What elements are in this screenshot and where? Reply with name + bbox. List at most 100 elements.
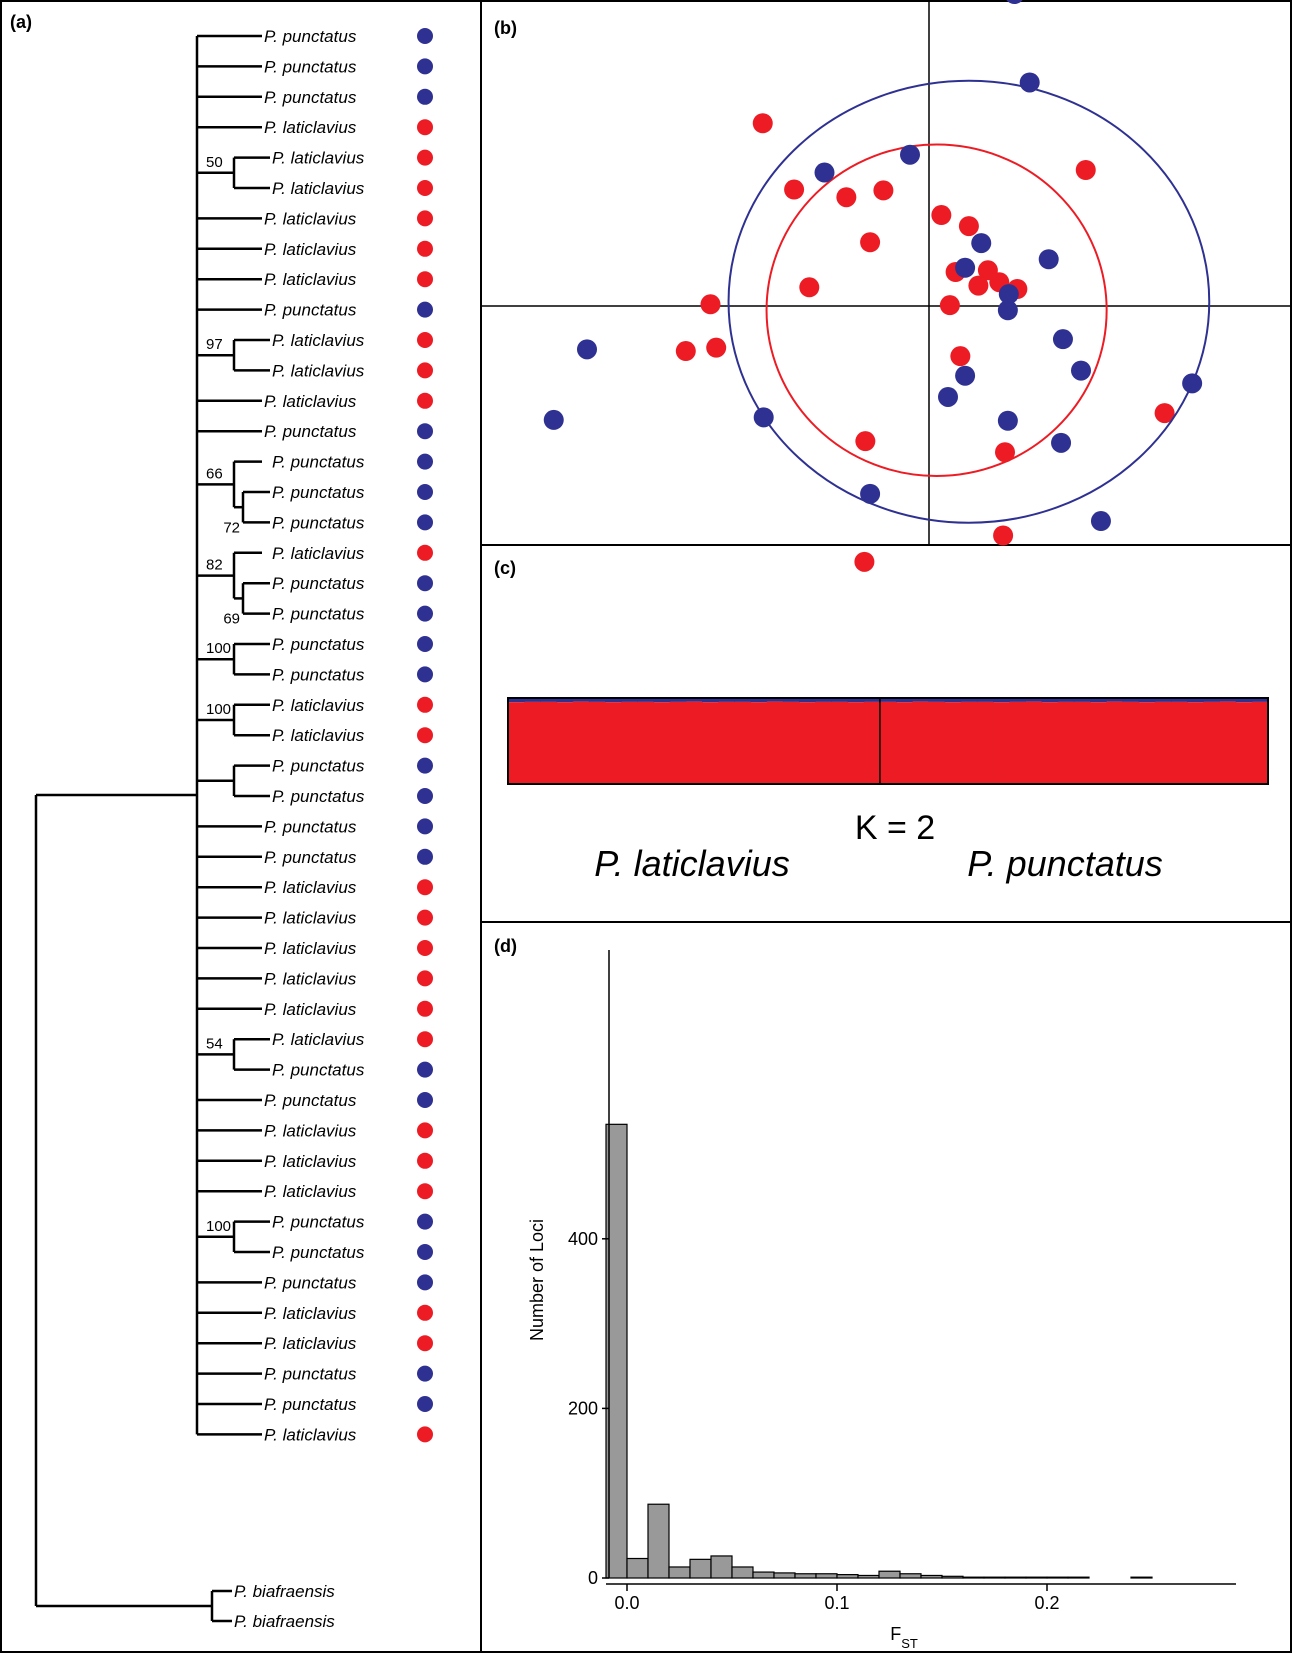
histogram-bar [710, 1555, 733, 1579]
structure-k-label: K = 2 [855, 809, 935, 847]
pca-point-punctatus [1006, 0, 1023, 5]
pca-point-laticlavius [995, 442, 1015, 463]
structure-bar-segment-punctatus [1138, 698, 1156, 703]
structure-bar-segment-laticlavius [831, 701, 849, 784]
structure-bar-segment-punctatus [685, 698, 703, 702]
structure-bar-segment-punctatus [1057, 698, 1075, 702]
structure-bar-segment-laticlavius [976, 701, 994, 784]
taxon-group-dot [417, 28, 433, 44]
taxon-group-dot [417, 1000, 433, 1017]
taxon-group-dot [417, 240, 433, 257]
structure-bar-segment-punctatus [524, 698, 541, 702]
bootstrap-label: 100 [206, 701, 231, 718]
structure-bar-segment-punctatus [1154, 698, 1172, 702]
pca-point-punctatus [955, 257, 976, 278]
structure-bar-segment-punctatus [993, 698, 1010, 703]
structure-bar-segment-punctatus [605, 698, 622, 703]
pca-point-laticlavius [1075, 160, 1096, 180]
structure-bar-segment-laticlavius [1025, 701, 1043, 784]
histogram-bar [752, 1571, 775, 1579]
pca-point-laticlavius [939, 295, 960, 316]
histogram-x-axis-title-subscript: ST [901, 1636, 918, 1651]
taxon-label: P. punctatus [272, 787, 365, 806]
structure-bar-segment-laticlavius [653, 702, 671, 784]
structure-bar-segment-punctatus [1187, 698, 1204, 703]
histogram-x-axis-title: FST [890, 1624, 918, 1651]
taxon-group-dot [417, 1213, 433, 1230]
taxon-label: P. punctatus [264, 88, 357, 107]
structure-bar-segment-punctatus [847, 698, 865, 703]
fst-histogram: Number of Loci FST 0 200 400 0.0 0.1 0.2 [527, 950, 1236, 1651]
taxon-group-dot [417, 970, 433, 987]
structure-bar-segment-laticlavius [1251, 701, 1269, 784]
histogram-y-tick-label: 400 [568, 1229, 598, 1249]
taxon-group-dot [417, 1274, 433, 1291]
pca-point-laticlavius [968, 275, 989, 296]
structure-bar-segment-laticlavius [718, 701, 735, 784]
histogram-bar [857, 1574, 880, 1579]
taxon-group-dot [417, 1426, 433, 1443]
structure-bar-segment-punctatus [782, 698, 800, 702]
taxon-group-dot [417, 149, 433, 166]
pca-scatter-plot [482, 0, 1290, 572]
taxon-group-dot [417, 848, 433, 865]
taxon-label: P. punctatus [272, 1213, 365, 1232]
taxon-label: P. laticlavius [264, 1182, 357, 1201]
taxon-group-dot [417, 818, 433, 835]
structure-bar-segment-punctatus [863, 698, 881, 702]
taxon-label: P. punctatus [264, 1091, 357, 1110]
structure-bar-segment-punctatus [1122, 698, 1140, 702]
structure-bar-segment-punctatus [718, 698, 735, 702]
pca-ellipse-punctatus [727, 79, 1211, 524]
outgroup-label: P. biafraensis [234, 1582, 335, 1601]
taxon-group-dot [417, 1092, 433, 1108]
bootstrap-label: 82 [206, 557, 223, 574]
structure-group-label-punctatus: P. punctatus [967, 843, 1163, 884]
taxon-group-dot [417, 88, 433, 105]
structure-bar-segment-laticlavius [1122, 701, 1140, 784]
structure-bar-segment-laticlavius [815, 701, 833, 784]
structure-bar-segment-punctatus [669, 698, 687, 702]
histogram-y-tick-label: 200 [568, 1398, 598, 1418]
bootstrap-label: 100 [206, 1218, 231, 1235]
structure-bar-segment-laticlavius [605, 702, 622, 784]
structure-bar-segment-punctatus [750, 698, 768, 703]
taxon-group-dot [417, 666, 433, 683]
taxon-group-dot [417, 544, 433, 561]
structure-bar-segment-punctatus [831, 698, 849, 702]
bootstrap-label: 100 [206, 640, 231, 657]
pca-point-punctatus [938, 386, 958, 407]
structure-bar-segment-laticlavius [1090, 702, 1107, 784]
taxon-label: P. laticlavius [264, 909, 357, 928]
structure-bar-segment-punctatus [928, 698, 946, 702]
taxon-group-dot [417, 757, 433, 774]
taxon-group-dot [417, 180, 433, 196]
taxon-label: P. punctatus [272, 513, 365, 532]
histogram-bar [1025, 1576, 1048, 1579]
pca-point-laticlavius [958, 216, 979, 237]
structure-group-label-laticlavius: P. laticlavius [594, 843, 789, 884]
taxon-label: P. laticlavius [264, 939, 357, 958]
taxon-group-dot [417, 423, 433, 440]
pca-point-punctatus [900, 144, 920, 165]
taxon-group-dot [417, 1031, 433, 1048]
pca-point-laticlavius [854, 551, 875, 572]
taxon-label: P. punctatus [272, 757, 365, 776]
taxon-group-dot [417, 696, 433, 713]
pca-point-laticlavius [855, 431, 876, 452]
taxon-label: P. punctatus [264, 1395, 357, 1414]
structure-bar-segment-punctatus [799, 698, 816, 703]
taxon-group-dot [417, 210, 433, 227]
pca-point-punctatus [997, 300, 1018, 321]
structure-bar-segment-laticlavius [928, 701, 946, 784]
taxon-label: P. punctatus [264, 1365, 357, 1384]
structure-bar-segment-laticlavius [1009, 701, 1027, 784]
pca-point-punctatus [543, 409, 564, 430]
taxon-group-dot [417, 1152, 433, 1169]
histogram-bar [878, 1570, 901, 1579]
bootstrap-label: 69 [223, 611, 240, 628]
structure-bar-segment-punctatus [588, 698, 606, 702]
structure-bar-segment-punctatus [734, 698, 752, 702]
taxon-label: P. laticlavius [264, 1152, 357, 1171]
